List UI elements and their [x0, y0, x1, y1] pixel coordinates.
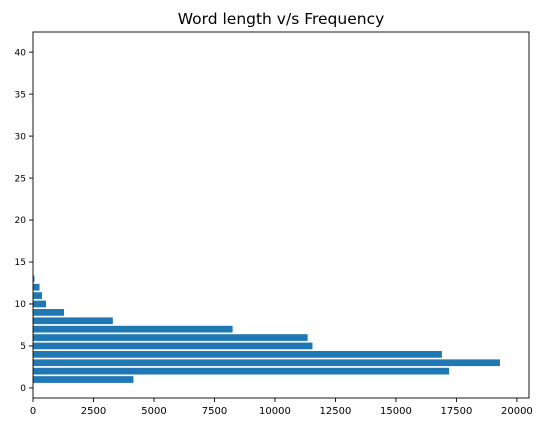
chart-title: Word length v/s Frequency [178, 10, 385, 28]
x-tick-label: 0 [30, 406, 36, 417]
y-tick-label: 5 [20, 342, 26, 352]
y-tick-label: 10 [15, 300, 27, 310]
x-tick-label: 17500 [441, 406, 473, 417]
x-tick-label: 10000 [259, 406, 291, 417]
bar-length-9 [33, 309, 64, 316]
bar-length-11 [33, 292, 42, 299]
bar-length-7 [33, 325, 233, 333]
y-tick-label: 35 [15, 90, 26, 100]
y-axis: 0 5 10 15 20 25 30 35 40 [15, 48, 33, 394]
x-tick-label: 20000 [501, 406, 533, 417]
bar-length-2 [33, 367, 450, 375]
x-tick-label: 5000 [141, 406, 166, 417]
y-tick-label: 20 [15, 216, 27, 226]
x-tick-label: 2500 [81, 406, 106, 417]
bar-length-8 [33, 317, 113, 325]
x-tick-label: 15000 [380, 406, 412, 417]
bar-length-6 [33, 334, 308, 341]
bar-length-5 [33, 342, 313, 350]
plot-frame [32, 31, 530, 399]
bar-length-4 [33, 350, 442, 358]
y-tick-label: 0 [20, 384, 26, 394]
bars-group [33, 267, 500, 383]
bar-length-3 [33, 359, 500, 367]
y-tick-label: 40 [15, 48, 27, 58]
y-tick-label: 25 [15, 174, 26, 184]
bar-length-13 [33, 275, 35, 283]
bar-length-12 [33, 283, 40, 291]
x-tick-label: 12500 [320, 406, 352, 417]
y-tick-label: 30 [15, 132, 27, 142]
bar-length-10 [33, 300, 47, 308]
x-tick-label: 7500 [202, 406, 227, 417]
bar-length-1 [33, 376, 134, 383]
y-tick-label: 15 [15, 258, 26, 268]
x-axis: 0 2500 5000 7500 10000 12500 15000 17500 20000 [30, 398, 533, 417]
